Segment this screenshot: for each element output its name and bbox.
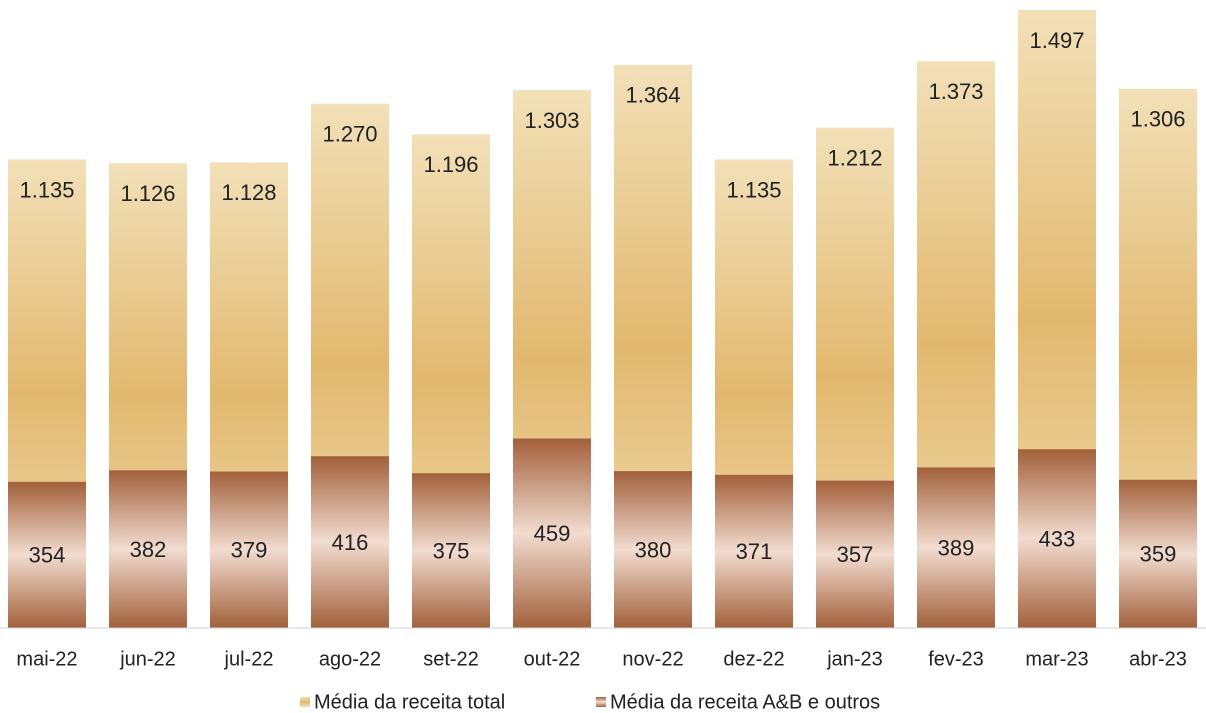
x-tick-label: jun-22 — [119, 648, 176, 670]
legend-label: Média da receita A&B e outros — [610, 691, 880, 713]
bar — [715, 474, 793, 628]
x-tick-label: set-22 — [423, 648, 479, 670]
legend-swatch — [300, 697, 310, 707]
bar — [210, 471, 288, 628]
data-label: 375 — [433, 538, 470, 563]
data-label: 380 — [635, 537, 672, 562]
x-tick-label: mai-22 — [16, 648, 77, 670]
data-label: 1.270 — [322, 122, 377, 147]
data-label: 389 — [938, 536, 975, 561]
x-tick-label: fev-23 — [928, 648, 984, 670]
bar — [917, 467, 995, 628]
bar — [8, 481, 86, 628]
x-tick-label: dez-22 — [723, 648, 784, 670]
data-label: 1.212 — [827, 145, 882, 170]
data-label: 1.135 — [19, 177, 74, 202]
data-label: 1.364 — [625, 83, 680, 108]
bar — [614, 471, 692, 628]
legend-label: Média da receita total — [314, 691, 505, 713]
data-label: 382 — [130, 537, 167, 562]
data-label: 371 — [736, 539, 773, 564]
data-label: 1.306 — [1130, 107, 1185, 132]
data-label: 1.373 — [928, 79, 983, 104]
bar — [109, 470, 187, 628]
data-label: 379 — [231, 538, 268, 563]
x-tick-label: jan-23 — [826, 648, 883, 670]
bar — [311, 456, 389, 628]
data-label: 357 — [837, 542, 874, 567]
bar — [1018, 449, 1096, 628]
data-label: 459 — [534, 521, 571, 546]
x-tick-label: out-22 — [524, 648, 581, 670]
x-tick-label: nov-22 — [622, 648, 683, 670]
x-tick-label: jul-22 — [224, 648, 274, 670]
data-label: 1.126 — [120, 181, 175, 206]
x-tick-label: ago-22 — [319, 648, 381, 670]
data-label: 354 — [29, 543, 66, 568]
data-label: 1.196 — [423, 152, 478, 177]
data-label: 1.128 — [221, 180, 276, 205]
bar — [1119, 479, 1197, 628]
data-label: 1.135 — [726, 177, 781, 202]
data-label: 416 — [332, 530, 369, 555]
data-label: 359 — [1140, 542, 1177, 567]
bar — [513, 438, 591, 628]
bar — [412, 473, 490, 628]
data-label: 433 — [1039, 526, 1076, 551]
bar — [816, 480, 894, 628]
legend-swatch — [596, 697, 606, 707]
x-tick-label: mar-23 — [1025, 648, 1088, 670]
data-label: 1.497 — [1029, 28, 1084, 53]
data-label: 1.303 — [524, 108, 579, 133]
x-tick-label: abr-23 — [1129, 648, 1187, 670]
